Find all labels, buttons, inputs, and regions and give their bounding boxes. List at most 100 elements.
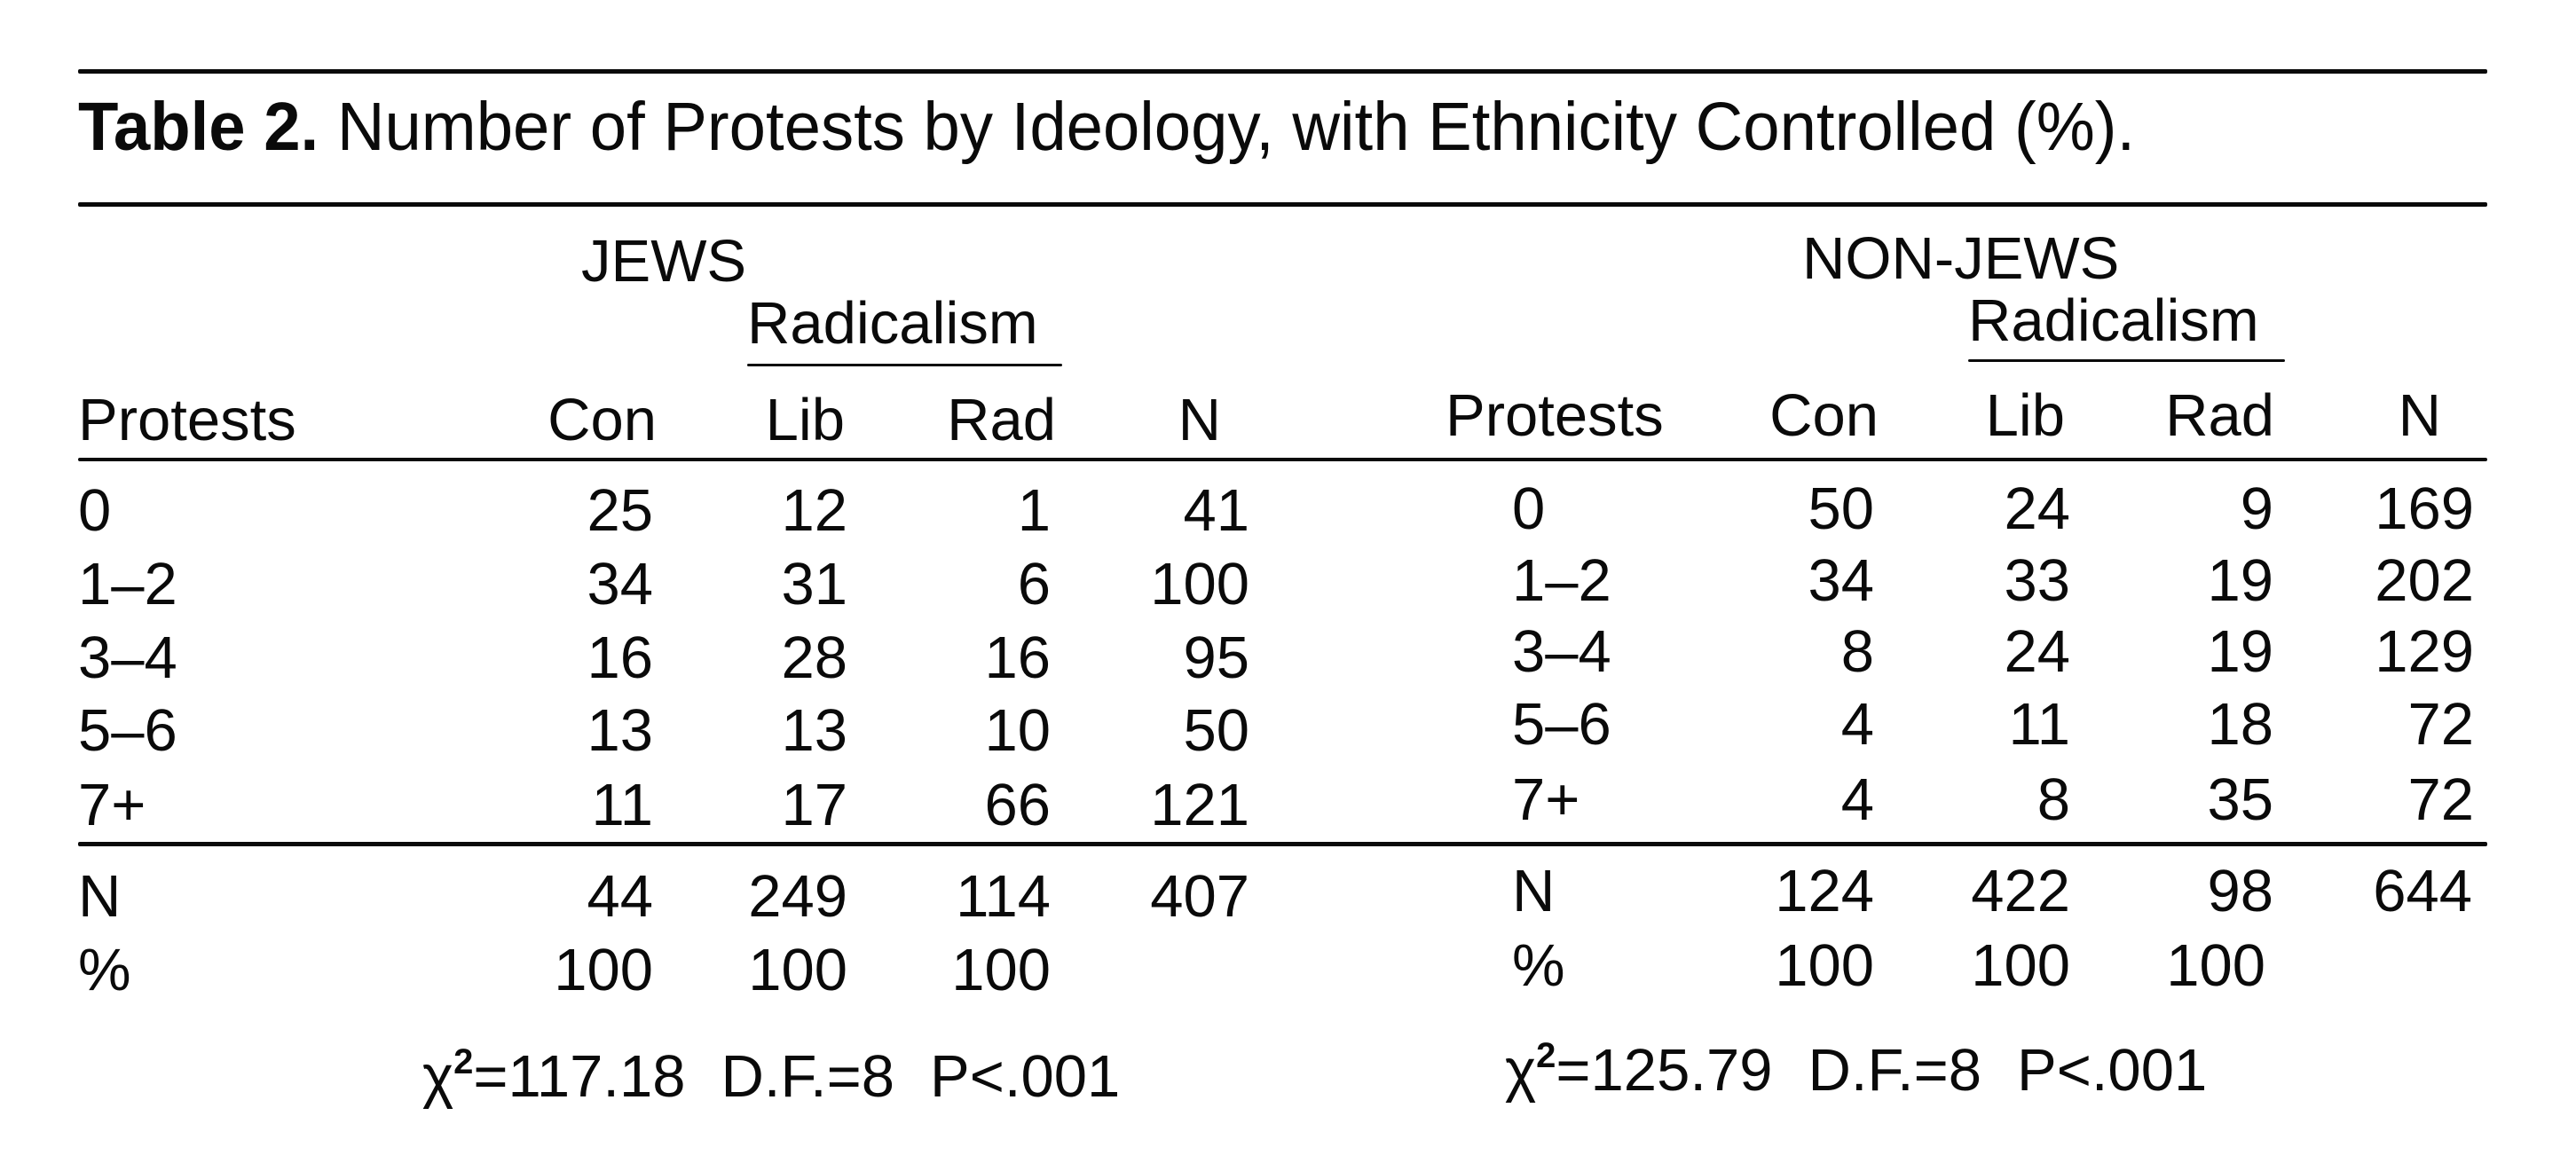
chi-exponent: 2	[1536, 1036, 1556, 1075]
cell-rad: 66	[984, 772, 1051, 838]
cell-lib: 31	[781, 551, 847, 617]
col-header-con: Con	[1769, 382, 1879, 449]
totals-rule	[78, 842, 2487, 846]
cell-lib: 13	[781, 697, 847, 764]
table-label: Table 2.	[78, 89, 319, 165]
cell-con: 4	[1840, 691, 1874, 758]
chi-symbol: χ	[1505, 1037, 1537, 1104]
cell-rad: 100	[2166, 932, 2265, 999]
cell-rad: 19	[2207, 547, 2273, 614]
row-label: 0	[1512, 475, 1546, 542]
cell-con: 16	[587, 625, 653, 691]
cell-n: 72	[2407, 766, 2474, 833]
cell-rad: 35	[2207, 766, 2273, 833]
col-header-lib: Lib	[1985, 382, 2065, 449]
cell-con: 34	[587, 551, 653, 617]
col-header-protests: Protests	[78, 387, 296, 453]
chi-value: =117.18	[473, 1043, 686, 1110]
cell-lib: 100	[1971, 932, 2070, 999]
group-heading: NON-JEWS	[1802, 225, 2120, 292]
cell-n: 95	[1183, 625, 1249, 691]
top-rule	[78, 69, 2487, 74]
title-bottom-rule	[78, 202, 2487, 207]
chi-square-stats: χ2=125.79 D.F.=8 P<.001	[1505, 1036, 2207, 1100]
cell-n: 50	[1183, 697, 1249, 764]
row-label: 0	[78, 477, 112, 544]
cell-rad: 114	[956, 863, 1051, 930]
cell-n: 41	[1183, 477, 1249, 544]
p-value: P<.001	[930, 1043, 1121, 1110]
degrees-of-freedom: D.F.=8	[721, 1043, 895, 1110]
p-value: P<.001	[2017, 1037, 2208, 1104]
cell-lib: 8	[2036, 766, 2070, 833]
cell-rad: 9	[2240, 475, 2273, 542]
group-heading: JEWS	[581, 228, 747, 295]
cell-n: 644	[2373, 858, 2472, 924]
spanner-heading: Radicalism	[1968, 287, 2259, 354]
cell-con: 100	[1775, 932, 1874, 999]
cell-con: 34	[1808, 547, 1874, 614]
degrees-of-freedom: D.F.=8	[1808, 1037, 1981, 1104]
cell-con: 25	[587, 477, 653, 544]
cell-n: 129	[2375, 618, 2474, 685]
row-label: 3–4	[78, 625, 177, 691]
cell-rad: 10	[984, 697, 1051, 764]
chi-value: =125.79	[1556, 1037, 1773, 1104]
cell-rad: 98	[2207, 858, 2273, 924]
cell-lib: 24	[2004, 618, 2070, 685]
cell-con: 100	[554, 937, 653, 1003]
cell-con: 13	[587, 697, 653, 764]
cell-n: 121	[1150, 772, 1249, 838]
table-caption: Number of Protests by Ideology, with Eth…	[319, 89, 2136, 165]
cell-con: 50	[1808, 475, 1874, 542]
cell-lib: 33	[2004, 547, 2070, 614]
col-header-n: N	[1178, 387, 1221, 453]
spanner-underline	[1968, 359, 2285, 362]
cell-con: 44	[587, 863, 653, 930]
row-label: N	[78, 863, 122, 930]
spanner-underline	[747, 364, 1062, 366]
spanner-heading: Radicalism	[747, 290, 1038, 357]
chi-exponent: 2	[453, 1042, 474, 1081]
cell-rad: 18	[2207, 691, 2273, 758]
chi-symbol: χ	[422, 1043, 454, 1110]
cell-con: 8	[1840, 618, 1874, 685]
cell-rad: 1	[1017, 477, 1051, 544]
cell-con: 11	[591, 772, 653, 838]
col-header-rad: Rad	[2165, 382, 2274, 449]
cell-lib: 249	[748, 863, 847, 930]
row-label: 3–4	[1512, 618, 1611, 685]
cell-lib: 24	[2004, 475, 2070, 542]
chi-square-stats: χ2=117.18 D.F.=8 P<.001	[422, 1042, 1120, 1106]
cell-n: 72	[2407, 691, 2474, 758]
col-header-n: N	[2398, 382, 2441, 449]
cell-lib: 12	[781, 477, 847, 544]
cell-n: 407	[1150, 863, 1249, 930]
col-header-lib: Lib	[765, 387, 845, 453]
cell-rad: 19	[2207, 618, 2273, 685]
col-header-con: Con	[547, 387, 657, 453]
cell-con: 4	[1840, 766, 1874, 833]
row-label: 7+	[1512, 766, 1580, 833]
row-label: N	[1512, 858, 1556, 924]
header-rule	[78, 458, 2487, 461]
col-header-protests: Protests	[1446, 382, 1664, 449]
cell-con: 124	[1775, 858, 1874, 924]
cell-lib: 422	[1971, 858, 2070, 924]
row-label: 5–6	[1512, 691, 1611, 758]
cell-lib: 100	[748, 937, 847, 1003]
cell-lib: 28	[781, 625, 847, 691]
row-label: 7+	[78, 772, 146, 838]
row-label: %	[78, 937, 131, 1003]
cell-lib: 17	[781, 772, 847, 838]
row-label: %	[1512, 932, 1565, 999]
cell-n: 202	[2375, 547, 2474, 614]
cell-rad: 16	[984, 625, 1051, 691]
col-header-rad: Rad	[947, 387, 1056, 453]
cell-n: 169	[2375, 475, 2474, 542]
row-label: 1–2	[1512, 547, 1611, 614]
cell-rad: 100	[951, 937, 1051, 1003]
row-label: 1–2	[78, 551, 177, 617]
row-label: 5–6	[78, 697, 177, 764]
cell-rad: 6	[1017, 551, 1051, 617]
